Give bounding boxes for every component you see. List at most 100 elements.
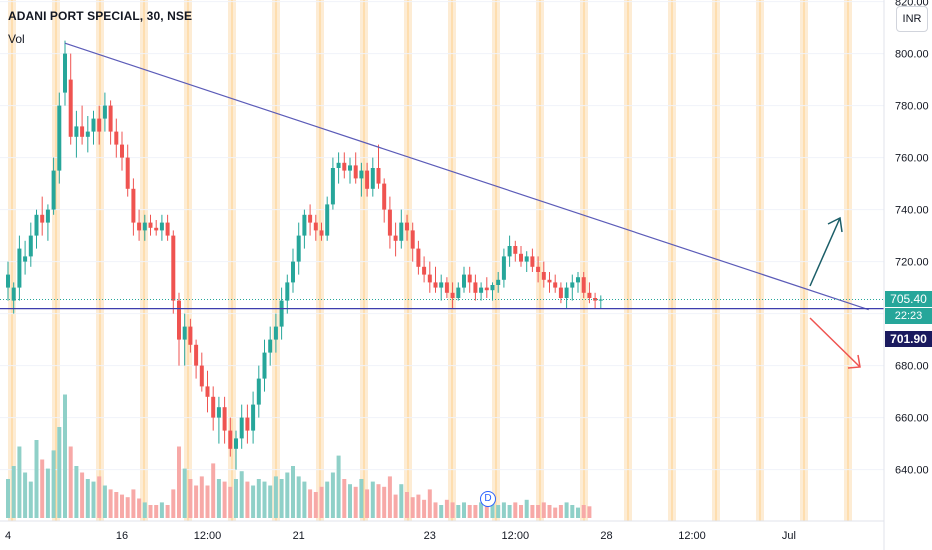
level-price-tag: 701.90 (885, 331, 932, 347)
candle-body (598, 299, 603, 301)
candle-body (108, 105, 113, 132)
symbol-title[interactable]: ADANI PORT SPECIAL, 30, NSE (8, 9, 193, 23)
candle-body (205, 386, 210, 397)
volume-bar (40, 459, 45, 518)
volume-bar (239, 471, 244, 518)
candle-body (376, 168, 381, 184)
price-tick-label: 760.00 (895, 153, 929, 165)
volume-bar (63, 394, 67, 518)
candle-body (256, 378, 261, 405)
volume-bar (182, 468, 187, 518)
volume-bar (484, 499, 489, 518)
volume-bar (256, 479, 261, 518)
volume-bar (279, 479, 284, 518)
candle-body (251, 404, 256, 431)
candle-body (427, 274, 432, 283)
volume-bar (171, 489, 176, 518)
volume-bar (393, 494, 398, 518)
price-tick-label: 740.00 (895, 205, 929, 217)
candle-body (11, 287, 16, 301)
candle-body (593, 298, 598, 301)
candle-body (467, 274, 472, 283)
price-tick-label: 800.00 (895, 49, 929, 61)
volume-bar (251, 485, 256, 518)
candle-body (479, 287, 484, 293)
candle-body (120, 144, 124, 158)
volume-bar (177, 446, 181, 518)
volume-bar (576, 507, 580, 518)
volume-bar (348, 484, 352, 518)
price-axis: 640.00660.00680.00700.00720.00740.00760.… (895, 0, 929, 477)
candle-body (530, 256, 535, 267)
candle-body (23, 256, 28, 262)
volume-bar (587, 506, 592, 518)
volume-bar (399, 484, 404, 518)
volume-bar (519, 505, 523, 518)
time-tick-label: 21 (293, 530, 305, 542)
volume-bar (422, 499, 427, 518)
volume-bar (120, 494, 124, 518)
volume-bar (387, 476, 392, 518)
candle-body (439, 282, 444, 288)
candle-body (296, 235, 301, 262)
candle-body (85, 131, 90, 137)
volume-bar (199, 476, 204, 518)
candle-body (416, 248, 421, 267)
candle-body (40, 214, 45, 223)
candle-body (45, 209, 50, 223)
volume-bar (336, 455, 341, 518)
candle-body (273, 326, 278, 340)
volume-bar (302, 481, 307, 518)
candle-body (450, 292, 455, 298)
volume-bar (359, 479, 364, 518)
candle-body (564, 287, 569, 298)
volume-bar (91, 481, 96, 518)
time-tick-label: 28 (600, 530, 612, 542)
volume-bar (313, 492, 318, 518)
volume-bar (382, 486, 387, 518)
price-tick-label: 640.00 (895, 465, 929, 477)
volume-bar (450, 502, 455, 518)
down-arrow-shaft[interactable] (809, 317, 861, 368)
price-tick-label: 780.00 (895, 101, 929, 113)
candle-body (131, 188, 136, 223)
trendline[interactable] (64, 42, 869, 311)
volume-bar (553, 507, 558, 518)
candle-body (137, 222, 142, 231)
up-arrow-shaft[interactable] (809, 217, 841, 287)
volume-bar (11, 466, 16, 518)
candle-body (330, 168, 335, 205)
volume-bar (80, 472, 85, 518)
annotation-arrows (809, 216, 861, 369)
candle-body (154, 227, 159, 231)
volume-bar (365, 489, 370, 518)
candle-body (353, 165, 358, 179)
volume-bar (108, 489, 113, 518)
candle-body (28, 235, 33, 257)
time-tick-label: 23 (424, 530, 436, 542)
candle-body (182, 326, 187, 340)
price-tick-label: 820.00 (895, 0, 929, 9)
volume-bar (370, 481, 375, 518)
volume-bar (547, 505, 552, 518)
volume-bar (85, 479, 90, 518)
candle-body (348, 165, 352, 171)
dividend-marker[interactable]: D (480, 491, 496, 507)
candle-body (433, 282, 438, 288)
volume-bar (273, 476, 278, 518)
candle-body (279, 300, 284, 327)
currency-button[interactable]: INR (896, 6, 928, 32)
volume-label[interactable]: Vol (8, 32, 25, 46)
time-tick-label: Jul (782, 530, 796, 542)
volume-bar (496, 505, 501, 518)
candle-body (496, 279, 501, 285)
candle-body (576, 277, 580, 283)
volume-bar (479, 502, 484, 518)
candle-body (216, 407, 221, 418)
candle-body (188, 326, 193, 345)
candle-body (342, 162, 347, 171)
volume-bar (114, 492, 119, 518)
candle-body (245, 417, 250, 431)
candle-body (97, 118, 102, 132)
